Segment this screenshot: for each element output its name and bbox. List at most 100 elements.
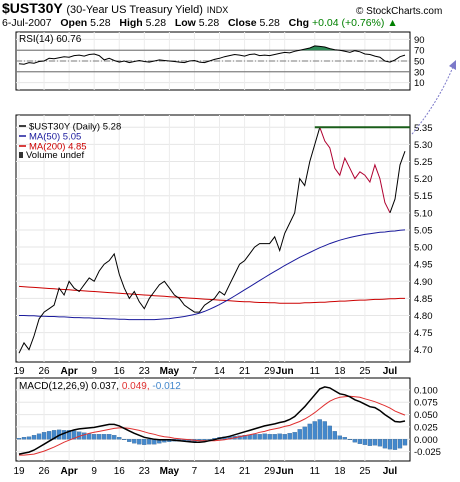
legend-entry: MA(200) 4.85 (29, 142, 87, 153)
macd-histogram-bar (61, 430, 67, 440)
macd-x-tick-label: 14 (214, 466, 226, 477)
price-panel-tick-label: 5.35 (414, 123, 433, 134)
price-x-tick-label: 11 (310, 366, 321, 377)
macd-histogram-bar (292, 432, 297, 440)
macd-histogram-bar (322, 421, 327, 440)
price-x-tick-label: 18 (334, 366, 346, 377)
price-panel-tick-label: 5.10 (414, 208, 433, 219)
macd-histogram-bar (92, 434, 97, 440)
macd-x-tick-label: 9 (91, 466, 97, 477)
macd-x-tick-label: 19 (13, 466, 25, 477)
macd-histogram-bar (41, 432, 47, 440)
legend-entry: Volume undef (26, 150, 84, 161)
macd-histogram-bar (257, 434, 262, 440)
macd-histogram-bar (317, 419, 322, 440)
rsi-line (18, 45, 406, 65)
macd-histogram-bar (397, 439, 403, 449)
macd-x-tick-label: 21 (239, 466, 251, 477)
macd-histogram-bar (357, 439, 363, 444)
macd-histogram-bar (387, 439, 393, 450)
macd-x-tick-label: 16 (114, 466, 126, 477)
price-x-tick-label: 25 (359, 366, 371, 377)
rsi-title: RSI(14) 60.76 (19, 34, 82, 45)
macd-histogram-bar (367, 439, 373, 446)
macd-title: MACD(12,26,9) 0.037, 0.049, -0.012 (19, 381, 181, 392)
macd-histogram-bar (337, 435, 342, 440)
macd-histogram-bar (16, 438, 22, 440)
macd-histogram-bar (21, 437, 27, 440)
price-x-tick-label: Jun (276, 366, 294, 377)
price-panel-tick-label: 4.90 (414, 277, 433, 288)
macd-x-tick-label: Jul (383, 466, 398, 477)
volume-icon (19, 152, 23, 158)
macd-histogram-bar (66, 430, 72, 440)
chart-title: $UST30Y (30-Year US Treasury Yield) INDX (2, 0, 229, 16)
legend-entry: $UST30Y (Daily) 5.28 (29, 122, 121, 133)
macd-x-tick-label: 26 (39, 466, 51, 477)
ma50-line (19, 229, 406, 321)
price-line-decline (319, 127, 391, 214)
macd-histogram-bar (122, 439, 127, 441)
macd-histogram-bar (87, 433, 92, 440)
price-panel-tick-label: 5.05 (414, 225, 433, 236)
macd-histogram-bar (282, 434, 287, 440)
price-panel-tick-label: 4.75 (414, 328, 433, 339)
macd-panel-tick-label: 0.075 (414, 398, 438, 409)
price-x-tick-label: 23 (139, 366, 151, 377)
macd-panel-tick-label: 0.100 (414, 385, 438, 396)
price-x-tick-label: 9 (91, 366, 97, 377)
macd-histogram-bar (327, 425, 332, 440)
macd-histogram-bar (362, 439, 368, 445)
macd-histogram-bar (342, 437, 347, 440)
projection-arrowhead (449, 60, 456, 70)
price-panel-tick-label: 4.95 (414, 260, 433, 271)
macd-histogram-bar (31, 435, 37, 440)
macd-histogram-bar (262, 433, 267, 440)
macd-histogram-bar (46, 431, 52, 440)
price-x-tick-label: 29 (264, 366, 276, 377)
triangle-up-icon: ▲ (387, 17, 398, 29)
quote-line: 6-Jul-2007 Open 5.28 High 5.28 Low 5.28 … (2, 17, 398, 29)
macd-histogram-bar (267, 434, 272, 440)
macd-x-tick-label: Jun (276, 466, 294, 477)
macd-histogram-bar (287, 433, 292, 440)
rsi-panel-tick-label: 30 (414, 67, 425, 78)
macd-histogram-bar (112, 435, 117, 440)
price-x-tick-label: 14 (214, 366, 226, 377)
macd-x-tick-label: 25 (359, 466, 371, 477)
macd-histogram-bar (147, 439, 152, 445)
macd-histogram-bar (132, 439, 137, 444)
price-panel-tick-label: 5.30 (414, 140, 433, 151)
macd-histogram-bar (102, 434, 107, 440)
macd-x-tick-label: 18 (334, 466, 346, 477)
macd-histogram-bar (372, 439, 378, 446)
macd-x-tick-label: 11 (310, 466, 321, 477)
macd-line (18, 386, 406, 455)
price-panel-tick-label: 4.80 (414, 311, 433, 322)
price-panel-tick-label: 5.25 (414, 157, 433, 168)
macd-histogram-bar (117, 437, 122, 440)
macd-histogram-bar (392, 439, 398, 450)
macd-x-tick-label: 23 (139, 466, 151, 477)
projection-arrow (411, 61, 456, 135)
macd-histogram-bar (332, 431, 337, 440)
macd-panel-tick-label: 0.000 (414, 435, 438, 446)
macd-x-tick-label: 7 (192, 466, 198, 477)
price-x-tick-label: 21 (239, 366, 251, 377)
price-x-tick-label: 16 (114, 366, 126, 377)
macd-histogram-bar (51, 430, 57, 440)
macd-histogram-bar (107, 434, 112, 440)
price-line (18, 127, 321, 354)
macd-histogram-bar (402, 439, 408, 446)
macd-histogram-bar (137, 439, 142, 445)
macd-histogram-bar (307, 423, 312, 440)
macd-histogram-bar (36, 433, 42, 440)
macd-histogram-bar (97, 434, 102, 440)
macd-histogram-bar (352, 439, 358, 443)
macd-histogram-bar (26, 436, 32, 440)
legend-entry: MA(50) 5.05 (29, 132, 81, 143)
macd-histogram-bar (347, 439, 353, 441)
macd-histogram-bar (312, 421, 317, 440)
price-panel-tick-label: 4.85 (414, 294, 433, 305)
